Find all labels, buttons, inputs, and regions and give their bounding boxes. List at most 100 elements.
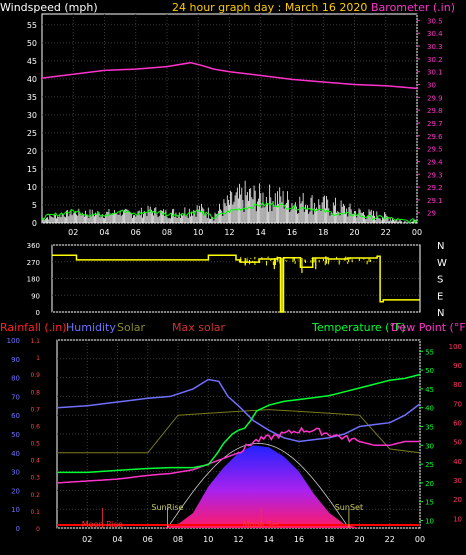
temperature-legend: Temperature (°F) xyxy=(312,321,406,334)
wind-y-tick-label: 10 xyxy=(27,183,37,192)
humidity-y-tick-label: 0 xyxy=(16,525,20,533)
thermo-x-tick-label: 00 xyxy=(415,535,425,544)
thermo-x-tick-label: 06 xyxy=(143,535,153,544)
rain-y-tick-label: 0 xyxy=(36,526,40,533)
compass-label: N xyxy=(437,241,444,252)
thermo-x-tick-label: 10 xyxy=(203,535,213,544)
temp-y-tick-label: 25 xyxy=(425,461,434,469)
humidity-y-tick-label: 10 xyxy=(11,506,20,514)
rain-y-tick-label: 0.1 xyxy=(30,509,40,516)
thermo-x-tick-label: 16 xyxy=(294,535,304,544)
thermo-x-tick-label: 20 xyxy=(354,535,364,544)
thermo-x-tick-label: 18 xyxy=(324,535,334,544)
dew-y-tick-label: 100 xyxy=(449,343,462,351)
dew-y-tick-label: 10 xyxy=(453,515,462,523)
direction-y-tick-label: 90 xyxy=(31,292,40,300)
rain-y-tick-label: 0.8 xyxy=(30,389,40,396)
rain-y-tick-label: 0.9 xyxy=(30,372,40,379)
wind-y-tick-label: 30 xyxy=(27,111,37,120)
temp-y-tick-label: 35 xyxy=(425,423,434,431)
baro-y-tick-label: 30.1 xyxy=(427,69,443,77)
moonrise-label: Moon Rise xyxy=(82,520,123,529)
barometer-line xyxy=(41,61,418,90)
wind-axis-title: Windspeed (mph) xyxy=(0,1,98,14)
moonset-label: Moon Set xyxy=(242,520,279,529)
baro-y-tick-label: 29.1 xyxy=(427,197,443,205)
temp-y-tick-label: 40 xyxy=(425,405,434,413)
dew-y-tick-label: 20 xyxy=(453,496,462,504)
rain-y-tick-label: 1 xyxy=(36,355,40,362)
baro-y-tick-label: 29.2 xyxy=(427,184,443,192)
baro-y-tick-label: 29.4 xyxy=(427,158,443,166)
humidity-line xyxy=(56,378,421,443)
baro-y-tick-label: 30 xyxy=(427,82,436,90)
max-solar-line xyxy=(57,409,421,454)
compass-label: E xyxy=(437,291,443,302)
direction-y-tick-label: 180 xyxy=(27,276,40,284)
rain-y-tick-label: 0.6 xyxy=(30,423,40,430)
dew-y-tick-label: 90 xyxy=(453,362,462,370)
wind-y-tick-label: 25 xyxy=(27,129,37,138)
dewpoint-line xyxy=(57,373,421,474)
dew-y-tick-label: 80 xyxy=(453,381,462,389)
direction-y-tick-label: 270 xyxy=(27,259,40,267)
wind-x-tick-label: 02 xyxy=(68,228,78,237)
baro-y-tick-label: 29 xyxy=(427,210,436,218)
solar-legend: Solar xyxy=(117,321,146,334)
thermo-x-tick-label: 08 xyxy=(173,535,183,544)
direction-y-tick-label: 360 xyxy=(27,242,40,250)
rain-y-tick-label: 0.2 xyxy=(30,492,40,499)
humidity-y-tick-label: 90 xyxy=(11,356,20,364)
sunset-label: SunSet xyxy=(335,503,363,512)
dew-y-tick-label: 30 xyxy=(453,477,462,485)
dew-y-tick-label: 70 xyxy=(453,400,462,408)
rain-y-tick-label: 1.1 xyxy=(30,338,40,345)
wind-y-tick-label: 40 xyxy=(27,75,37,84)
wind-x-tick-label: 08 xyxy=(162,228,172,237)
max-solar-curve xyxy=(167,443,350,529)
thermo-x-tick-label: 12 xyxy=(233,535,243,544)
baro-y-tick-label: 29.6 xyxy=(427,133,443,141)
dew-y-tick-label: 40 xyxy=(453,458,462,466)
thermo-x-tick-label: 14 xyxy=(264,535,274,544)
temp-y-tick-label: 50 xyxy=(425,367,434,375)
wind-x-tick-label: 04 xyxy=(99,228,109,237)
humidity-y-tick-label: 30 xyxy=(11,469,20,477)
thermo-x-tick-label: 22 xyxy=(385,535,395,544)
chart-title: 24 hour graph day : March 16 2020 xyxy=(172,1,368,14)
temp-y-tick-label: 20 xyxy=(425,480,434,488)
temp-y-tick-label: 45 xyxy=(425,386,434,394)
wind-y-tick-label: 50 xyxy=(27,39,37,48)
humidity-y-tick-label: 70 xyxy=(11,393,20,401)
wind-x-tick-label: 18 xyxy=(318,228,328,237)
rain-y-tick-label: 0.5 xyxy=(30,441,40,448)
wind-average-line xyxy=(41,201,418,224)
wind-y-tick-label: 15 xyxy=(27,165,37,174)
wind-y-tick-label: 45 xyxy=(27,57,37,66)
humidity-y-tick-label: 40 xyxy=(11,450,20,458)
baro-y-tick-label: 29.9 xyxy=(427,94,443,102)
dew-y-tick-label: 50 xyxy=(453,439,462,447)
dew-y-tick-label: 60 xyxy=(453,419,462,427)
wind-x-tick-label: 14 xyxy=(256,228,266,237)
wind-x-tick-label: 00 xyxy=(412,228,422,237)
dewpoint-legend: Dew Point (°F) xyxy=(391,321,466,334)
baro-y-tick-label: 30.5 xyxy=(427,17,443,25)
wind-y-tick-label: 35 xyxy=(27,93,37,102)
wind-y-tick-label: 5 xyxy=(32,201,37,210)
wind-y-tick-label: 55 xyxy=(27,21,37,30)
sunrise-label: SunRise xyxy=(151,503,183,512)
temp-y-tick-label: 10 xyxy=(425,517,434,525)
compass-label: W xyxy=(437,258,447,269)
wind-y-tick-label: 20 xyxy=(27,147,37,156)
rain-y-tick-label: 0.7 xyxy=(30,406,40,413)
barometer-axis-title: Barometer (.in) xyxy=(371,1,455,14)
wind-x-tick-label: 06 xyxy=(131,228,141,237)
baro-y-tick-label: 29.3 xyxy=(427,171,443,179)
humidity-y-tick-label: 60 xyxy=(11,412,20,420)
humidity-y-tick-label: 50 xyxy=(11,431,20,439)
wind-y-tick-label: 0 xyxy=(32,219,37,228)
direction-y-tick-label: 0 xyxy=(36,309,40,317)
wind-x-tick-label: 22 xyxy=(381,228,391,237)
